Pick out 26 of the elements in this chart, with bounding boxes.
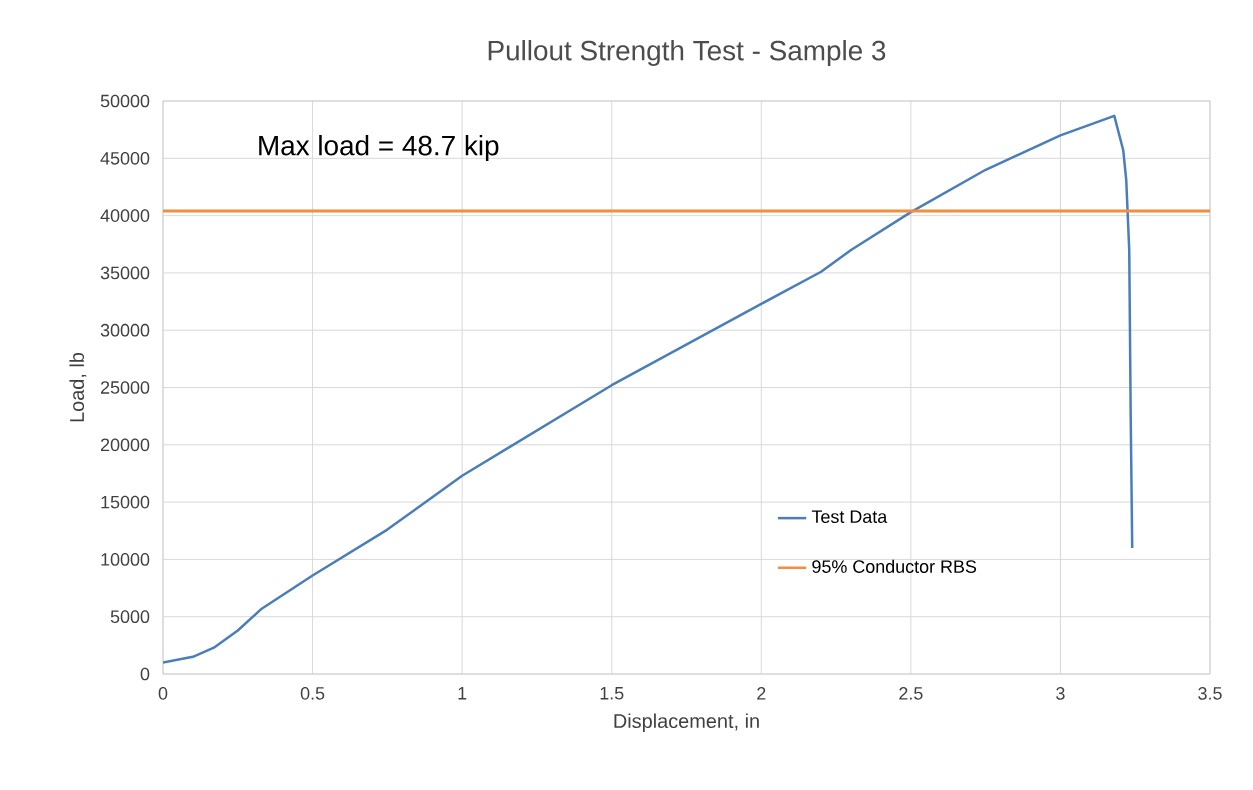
y-tick-label: 20000 — [101, 438, 150, 452]
y-tick-label: 15000 — [101, 495, 150, 509]
legend-label: 95% Conductor RBS — [812, 559, 977, 573]
y-tick-label: 5000 — [110, 610, 150, 624]
x-axis-title: Displacement, in — [614, 713, 759, 732]
chart-title: Pullout Strength Test - Sample 3 — [488, 40, 886, 67]
y-tick-label: 45000 — [100, 151, 150, 165]
y-tick-label: 25000 — [101, 381, 150, 394]
y-tick-label: 40000 — [100, 209, 150, 222]
x-tick-label: 2 — [757, 687, 766, 700]
y-tick-label: 0 — [140, 667, 150, 681]
y-tick-label: 50000 — [100, 94, 150, 108]
x-tick-label: 0.5 — [300, 687, 325, 700]
y-tick-label: 35000 — [100, 266, 150, 280]
annotation: Max load = 48.7 kip — [259, 134, 499, 161]
x-tick-label: 1 — [458, 687, 467, 700]
y-tick-label: 30000 — [100, 323, 150, 337]
y-tick-label: 10000 — [101, 553, 150, 566]
y-axis-title: Load, lb — [69, 352, 87, 422]
x-tick-label: 0 — [158, 687, 168, 700]
x-tick-label: 3.5 — [1198, 687, 1222, 700]
line-series — [163, 114, 1134, 664]
x-tick-label: 1.5 — [600, 687, 624, 700]
x-tick-label: 2.5 — [899, 687, 923, 700]
x-tick-label: 3 — [1056, 687, 1065, 700]
legend-label: Test Data — [811, 510, 888, 523]
